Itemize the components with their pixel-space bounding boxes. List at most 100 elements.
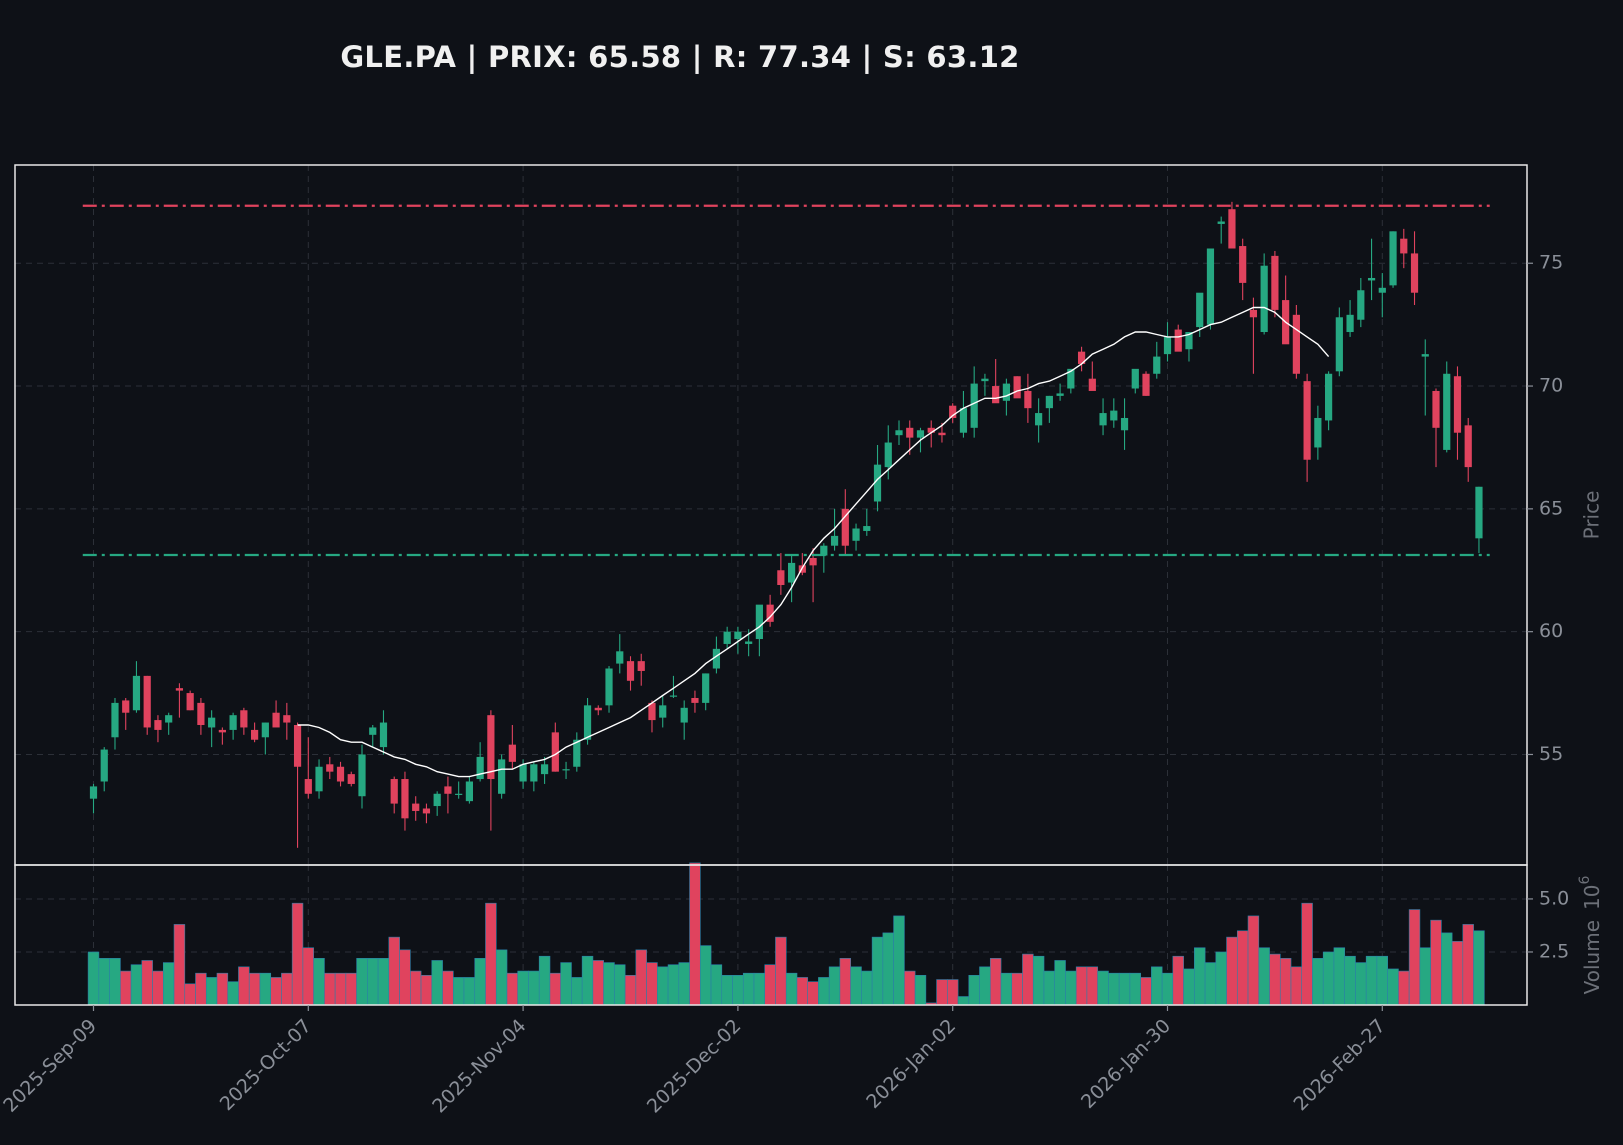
candle-body xyxy=(1475,486,1483,539)
volume-axis-label-text: Volume xyxy=(1580,920,1604,994)
candle-body xyxy=(1314,417,1322,448)
candle-body xyxy=(1421,354,1429,357)
volume-bar xyxy=(1108,972,1120,1006)
y-axis-label: Price xyxy=(1580,491,1604,540)
candle-body xyxy=(637,661,645,671)
volume-bar xyxy=(1279,958,1292,1006)
candle-body xyxy=(734,631,742,640)
volume-bar xyxy=(1161,972,1174,1006)
candle-body xyxy=(1217,221,1225,224)
candle-body xyxy=(433,793,441,807)
candle-body xyxy=(1453,376,1462,433)
volume-bar xyxy=(1065,970,1077,1006)
candle-body xyxy=(884,442,892,468)
candle-body xyxy=(315,766,323,792)
candle-body xyxy=(132,675,141,711)
volume-bar xyxy=(1140,977,1152,1006)
candle-body xyxy=(616,651,624,664)
volume-bar xyxy=(1075,966,1088,1006)
volume-bar xyxy=(699,945,712,1006)
volume-bar xyxy=(1011,972,1023,1006)
volume-bar xyxy=(968,975,980,1006)
candle-body xyxy=(89,786,98,799)
candle-body xyxy=(379,722,388,748)
volume-bar xyxy=(1451,941,1464,1006)
volume-bar xyxy=(1183,968,1195,1006)
candle-body xyxy=(1335,317,1343,372)
volume-bar xyxy=(1290,966,1303,1006)
volume-bar xyxy=(721,975,733,1006)
volume-bar xyxy=(538,955,551,1006)
volume-bar xyxy=(989,958,1002,1006)
candle-body xyxy=(1239,246,1247,283)
x-tick-label: 2026-Jan-02 xyxy=(862,1015,960,1113)
volume-bar xyxy=(141,960,153,1006)
price-tick-label: 70 xyxy=(1539,375,1563,397)
volume-bar xyxy=(152,970,164,1006)
volume-bar xyxy=(839,958,852,1006)
x-tick-label: 2026-Jan-30 xyxy=(1077,1015,1175,1113)
volume-bar xyxy=(936,979,948,1006)
candle-body xyxy=(476,756,484,780)
volume-bar xyxy=(807,981,819,1006)
volume-axis-exponent-base: 10 xyxy=(1580,885,1604,910)
volume-bar xyxy=(130,964,143,1006)
volume-bar xyxy=(367,958,379,1006)
candle-body xyxy=(551,732,559,772)
candle-body xyxy=(1045,395,1053,409)
volume-bar xyxy=(388,936,400,1006)
volume-axis-label: Volume 106 xyxy=(1577,876,1604,995)
volume-bar xyxy=(1215,951,1227,1006)
candle-body xyxy=(562,769,570,771)
candle-body xyxy=(401,779,409,819)
volume-bar xyxy=(1387,968,1399,1006)
volume-bar xyxy=(1086,966,1099,1006)
volume-bar xyxy=(517,970,529,1006)
candle-body xyxy=(712,648,721,669)
candle-body xyxy=(1110,410,1118,421)
volume-bar xyxy=(205,977,218,1006)
candle-body xyxy=(251,729,259,740)
candle-body xyxy=(1035,413,1043,426)
candle-body xyxy=(1249,309,1258,318)
candle-body xyxy=(143,675,151,728)
candle-body xyxy=(154,720,162,730)
candle-body xyxy=(1303,381,1311,460)
volume-bar xyxy=(742,972,755,1006)
volume-bar xyxy=(861,970,873,1006)
volume-bar xyxy=(302,947,314,1006)
candle-body xyxy=(508,744,516,762)
candle-body xyxy=(1260,265,1268,333)
candle-body xyxy=(540,764,549,775)
candle-body xyxy=(992,386,1000,404)
candle-body xyxy=(691,697,699,703)
candle-body xyxy=(1024,390,1032,409)
candle-body xyxy=(702,673,710,703)
volume-bar xyxy=(528,970,540,1006)
candle-body xyxy=(788,562,796,583)
candle-body xyxy=(1206,248,1215,325)
volume-bar xyxy=(1301,902,1313,1006)
moving-average-layer xyxy=(297,306,1330,778)
volume-bar xyxy=(614,964,626,1006)
volume-bar xyxy=(753,972,766,1006)
candle-body xyxy=(283,715,291,723)
candle-body xyxy=(336,766,345,782)
candle-body xyxy=(863,526,871,531)
volume-bar xyxy=(291,902,304,1006)
volume-bar xyxy=(549,972,562,1006)
candle-body xyxy=(626,661,635,681)
chart-title: GLE.PA | PRIX: 65.58 | R: 77.34 | S: 63.… xyxy=(340,40,1020,74)
volume-bar xyxy=(227,981,239,1006)
candle-body xyxy=(1271,255,1279,310)
x-tick-label: 2026-Feb-27 xyxy=(1290,1015,1390,1115)
volume-bar xyxy=(646,962,658,1006)
candle-body xyxy=(777,570,785,585)
volume-bar xyxy=(850,966,862,1006)
candle-body xyxy=(605,668,613,706)
x-tick-label: 2025-Nov-04 xyxy=(428,1015,530,1117)
volume-bar xyxy=(1355,962,1367,1006)
candle-body xyxy=(820,545,828,556)
candle-body xyxy=(390,779,398,804)
